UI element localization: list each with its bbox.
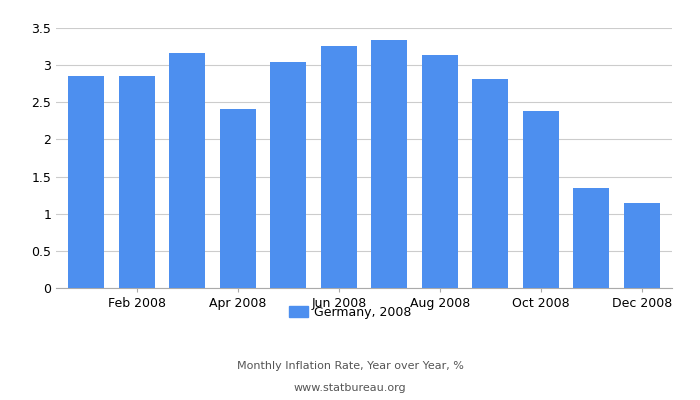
Text: www.statbureau.org: www.statbureau.org (294, 383, 406, 393)
Bar (421, 55, 458, 288)
Bar (371, 40, 407, 288)
Text: Monthly Inflation Rate, Year over Year, %: Monthly Inflation Rate, Year over Year, … (237, 361, 463, 371)
Bar (220, 109, 256, 288)
Bar (118, 76, 155, 288)
Legend: Germany, 2008: Germany, 2008 (284, 301, 416, 324)
Bar (472, 79, 508, 288)
Bar (169, 53, 206, 288)
Bar (321, 46, 357, 288)
Bar (573, 188, 610, 288)
Bar (68, 76, 104, 288)
Bar (624, 203, 660, 288)
Bar (522, 111, 559, 288)
Bar (270, 62, 307, 288)
